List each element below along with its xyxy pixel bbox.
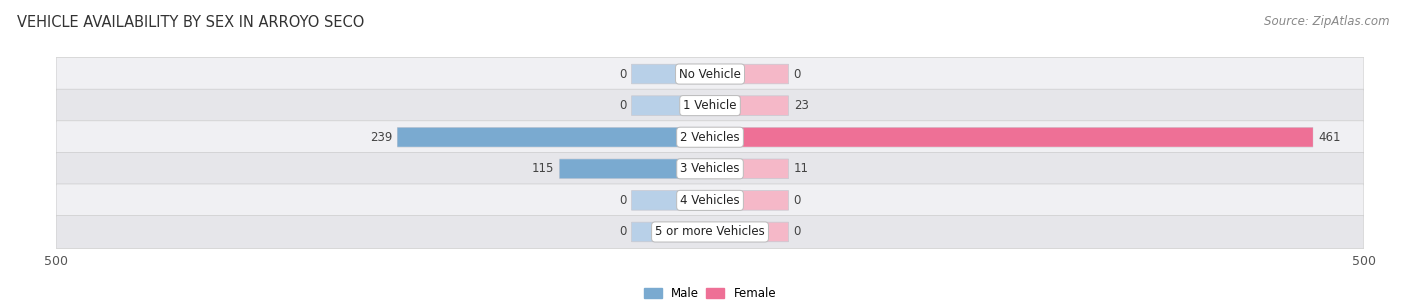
FancyBboxPatch shape — [710, 127, 1313, 147]
Text: 0: 0 — [619, 194, 626, 207]
Text: 0: 0 — [794, 226, 801, 238]
FancyBboxPatch shape — [710, 159, 724, 178]
FancyBboxPatch shape — [56, 215, 1364, 248]
FancyBboxPatch shape — [710, 128, 1313, 147]
FancyBboxPatch shape — [710, 222, 789, 242]
FancyBboxPatch shape — [398, 127, 710, 147]
FancyBboxPatch shape — [398, 128, 710, 147]
Text: VEHICLE AVAILABILITY BY SEX IN ARROYO SECO: VEHICLE AVAILABILITY BY SEX IN ARROYO SE… — [17, 15, 364, 30]
FancyBboxPatch shape — [56, 121, 1364, 154]
FancyBboxPatch shape — [631, 64, 710, 84]
FancyBboxPatch shape — [56, 184, 1364, 217]
FancyBboxPatch shape — [631, 191, 710, 210]
FancyBboxPatch shape — [631, 222, 710, 242]
Text: Source: ZipAtlas.com: Source: ZipAtlas.com — [1264, 15, 1389, 28]
FancyBboxPatch shape — [560, 159, 710, 178]
FancyBboxPatch shape — [710, 96, 789, 115]
Text: 0: 0 — [794, 68, 801, 80]
Text: 2 Vehicles: 2 Vehicles — [681, 131, 740, 144]
Text: 461: 461 — [1317, 131, 1340, 144]
Text: No Vehicle: No Vehicle — [679, 68, 741, 80]
Text: 0: 0 — [619, 68, 626, 80]
FancyBboxPatch shape — [56, 152, 1364, 185]
Text: 115: 115 — [531, 162, 554, 175]
FancyBboxPatch shape — [560, 159, 710, 179]
Text: 4 Vehicles: 4 Vehicles — [681, 194, 740, 207]
FancyBboxPatch shape — [56, 89, 1364, 122]
FancyBboxPatch shape — [631, 96, 710, 115]
Text: 3 Vehicles: 3 Vehicles — [681, 162, 740, 175]
FancyBboxPatch shape — [56, 58, 1364, 91]
Text: 239: 239 — [370, 131, 392, 144]
Legend: Male, Female: Male, Female — [644, 287, 776, 300]
Text: 1 Vehicle: 1 Vehicle — [683, 99, 737, 112]
Text: 0: 0 — [619, 226, 626, 238]
Text: 23: 23 — [794, 99, 808, 112]
FancyBboxPatch shape — [710, 191, 789, 210]
FancyBboxPatch shape — [710, 96, 740, 115]
Text: 5 or more Vehicles: 5 or more Vehicles — [655, 226, 765, 238]
FancyBboxPatch shape — [710, 64, 789, 84]
Text: 0: 0 — [619, 99, 626, 112]
Text: 0: 0 — [794, 194, 801, 207]
Text: 11: 11 — [794, 162, 808, 175]
FancyBboxPatch shape — [710, 159, 789, 179]
